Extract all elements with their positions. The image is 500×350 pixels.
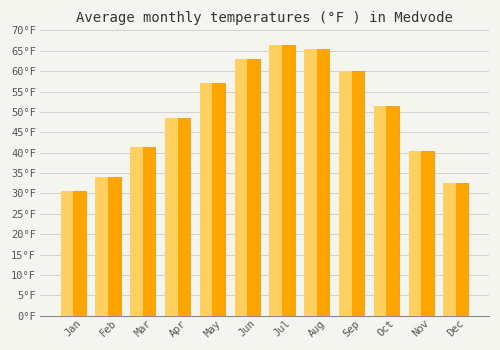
Bar [165, 118, 190, 316]
Bar [374, 106, 386, 316]
Bar [339, 71, 364, 316]
Bar [60, 191, 86, 316]
Bar [408, 151, 434, 316]
Bar [200, 83, 225, 316]
Bar [96, 177, 120, 316]
Bar [60, 191, 73, 316]
Bar [339, 71, 351, 316]
Bar [234, 59, 260, 316]
Bar [444, 183, 456, 316]
Bar [130, 147, 143, 316]
Bar [270, 45, 282, 316]
Bar [374, 106, 399, 316]
Bar [270, 45, 294, 316]
Bar [165, 118, 177, 316]
Title: Average monthly temperatures (°F ) in Medvode: Average monthly temperatures (°F ) in Me… [76, 11, 453, 25]
Bar [130, 147, 156, 316]
Bar [304, 49, 317, 316]
Bar [200, 83, 212, 316]
Bar [408, 151, 421, 316]
Bar [96, 177, 108, 316]
Bar [234, 59, 247, 316]
Bar [444, 183, 468, 316]
Bar [304, 49, 330, 316]
